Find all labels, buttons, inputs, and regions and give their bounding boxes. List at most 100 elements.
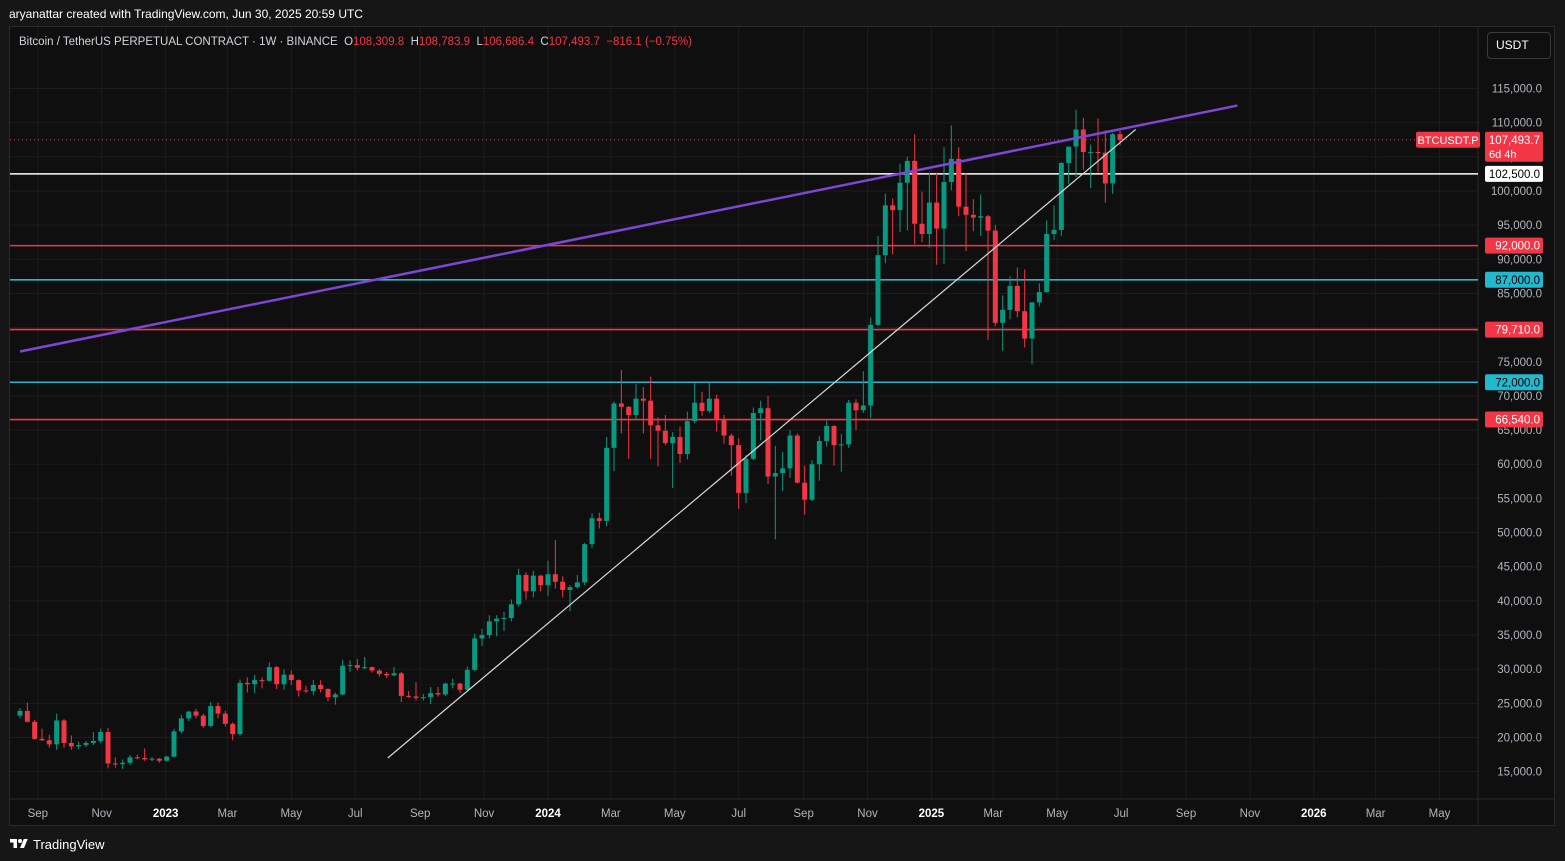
candle: [281, 669, 287, 690]
change-value: −816.1 (−0.75%): [606, 36, 692, 48]
candle: [875, 236, 881, 327]
candle-body: [98, 732, 104, 741]
candle-body: [391, 673, 397, 676]
candle-body: [406, 695, 412, 697]
countdown-text: 6d 4h: [1489, 149, 1517, 161]
candle: [156, 758, 162, 763]
close-value: 107,493.7: [548, 36, 600, 48]
tradingview-footer[interactable]: TradingView: [9, 834, 105, 854]
candle: [252, 674, 258, 694]
candle: [604, 436, 610, 527]
candle-body: [582, 544, 588, 583]
y-tick-label: 75,000.0: [1497, 357, 1542, 369]
candle-body: [640, 398, 646, 401]
price-labels: 102,500.0 92,000.0 87,000.0 79,710.0 72,000.…: [1416, 131, 1543, 428]
trendlines[interactable]: [19, 104, 1238, 759]
candle: [193, 708, 199, 719]
candle: [391, 667, 397, 677]
x-tick-label: Sep: [410, 808, 430, 820]
candle-body: [398, 673, 404, 696]
candle-body: [112, 763, 118, 765]
candle: [926, 172, 932, 248]
candle-body: [230, 723, 236, 735]
candle-body: [574, 582, 580, 588]
candle-body: [39, 738, 45, 741]
candle: [611, 401, 617, 472]
candle: [714, 394, 720, 432]
candle-body: [838, 444, 844, 446]
candle: [134, 754, 140, 760]
x-tick-label: Jul: [1114, 808, 1129, 820]
candle: [428, 686, 434, 705]
candle: [567, 585, 573, 612]
candle: [1088, 144, 1094, 189]
candle-body: [274, 667, 280, 685]
x-tick-label: Sep: [793, 808, 813, 820]
chart-area[interactable]: 15,000.0 20,000.0 25,000.0 30,000.0 35,000.0…: [9, 26, 1555, 826]
x-tick-label: Nov: [91, 808, 112, 820]
candle-body: [728, 435, 734, 446]
candle: [809, 460, 815, 502]
y-tick-label: 85,000.0: [1497, 288, 1542, 300]
candle: [897, 163, 903, 232]
candle-body: [68, 742, 74, 747]
candle: [684, 411, 690, 460]
x-tick-label: 2024: [535, 808, 561, 820]
candle: [413, 682, 419, 701]
candle-body: [325, 689, 331, 698]
candle: [164, 755, 170, 762]
currency-button[interactable]: USDT: [1487, 32, 1551, 59]
candle-body: [310, 684, 316, 692]
candle: [494, 615, 500, 637]
candle: [1014, 267, 1020, 318]
candle: [1007, 276, 1013, 320]
candle-body: [677, 436, 683, 454]
x-tick-label: Mar: [1366, 808, 1386, 820]
price-chart-svg[interactable]: 15,000.0 20,000.0 25,000.0 30,000.0 35,000.0…: [10, 27, 1555, 826]
x-tick-label: 2025: [919, 808, 945, 820]
y-tick-label: 70,000.0: [1497, 391, 1542, 403]
candle: [98, 728, 104, 743]
x-tick-label: Jul: [731, 808, 746, 820]
candle-body: [802, 482, 808, 500]
symbol-name[interactable]: Bitcoin / TetherUS PERPETUAL CONTRACT · …: [19, 36, 338, 48]
candle-body: [956, 158, 962, 207]
candle: [406, 691, 412, 698]
y-tick-label: 90,000.0: [1497, 254, 1542, 266]
x-tick-label: Mar: [218, 808, 238, 820]
candle-body: [90, 740, 96, 743]
candle-body: [178, 718, 184, 732]
candle: [237, 679, 243, 737]
candle-body: [1014, 285, 1020, 312]
candle-body: [186, 711, 192, 719]
candle-body: [486, 621, 492, 636]
candle-body: [127, 757, 133, 763]
price-axis[interactable]: 15,000.0 20,000.0 25,000.0 30,000.0 35,000.0…: [1491, 83, 1542, 778]
candle-body: [259, 680, 265, 682]
candle-body: [552, 574, 558, 582]
level-price-tag: [1485, 374, 1543, 391]
candle-body: [1066, 146, 1072, 163]
high-label: H: [410, 36, 419, 48]
candle: [105, 727, 111, 769]
candle: [222, 710, 228, 727]
candle: [692, 382, 698, 424]
purple-trendline[interactable]: [19, 104, 1238, 353]
close-label: C: [540, 36, 549, 48]
candle-body: [970, 214, 976, 218]
x-tick-label: May: [1429, 808, 1451, 820]
white-trendline[interactable]: [387, 129, 1137, 759]
candle: [384, 671, 390, 679]
time-axis[interactable]: Sep Nov 2023 Mar May Jul Sep Nov 2024 Mar May Jul Se…: [28, 808, 1451, 820]
candle: [303, 685, 309, 694]
candle-body: [824, 425, 830, 442]
candle-body: [860, 405, 866, 411]
y-tick-label: 65,000.0: [1497, 425, 1542, 437]
candle: [472, 633, 478, 672]
level-price-text: 66,540.0: [1495, 415, 1540, 427]
candle-body: [846, 402, 852, 445]
y-tick-label: 25,000.0: [1497, 698, 1542, 710]
candle: [633, 384, 639, 421]
candle-body: [897, 182, 903, 211]
x-tick-label: Sep: [28, 808, 48, 820]
